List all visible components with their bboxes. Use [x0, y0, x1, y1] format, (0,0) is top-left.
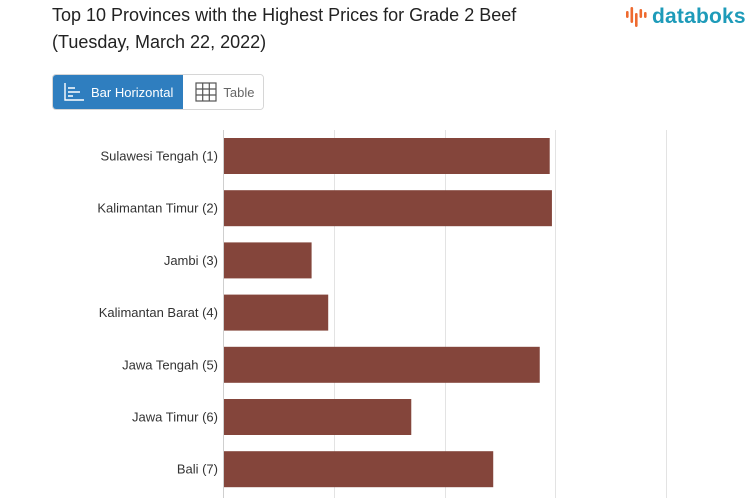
- bar-2[interactable]: [224, 190, 552, 227]
- category-label-1: Sulawesi Tengah (1): [100, 149, 218, 164]
- bar-horizontal-icon: [64, 83, 84, 101]
- bar-6[interactable]: [224, 399, 412, 435]
- table-icon: [195, 82, 217, 102]
- logo-text: databoks: [652, 5, 746, 28]
- databoks-logo-icon: [626, 7, 647, 27]
- category-label-2: Kalimantan Timur (2): [97, 201, 218, 216]
- chart-title-line-1: Top 10 Provinces with the Highest Prices…: [52, 5, 517, 25]
- table-button[interactable]: Table: [183, 75, 264, 109]
- bar-4[interactable]: [224, 294, 329, 331]
- bar-horizontal-button[interactable]: Bar Horizontal: [53, 75, 184, 109]
- bar-7[interactable]: [224, 451, 494, 488]
- databoks-logo[interactable]: databoks: [625, 4, 746, 30]
- bars: [224, 138, 552, 488]
- table-label: Table: [223, 84, 255, 100]
- category-label-4: Kalimantan Barat (4): [99, 305, 218, 320]
- chart-title: Top 10 Provinces with the Highest Prices…: [52, 2, 612, 56]
- category-label-7: Bali (7): [177, 462, 218, 477]
- category-label-3: Jambi (3): [164, 253, 218, 268]
- bar-5[interactable]: [224, 346, 540, 383]
- bar-1[interactable]: [224, 138, 550, 174]
- category-label-5: Jawa Tengah (5): [122, 357, 218, 372]
- category-labels: Sulawesi Tengah (1) Kalimantan Timur (2) J…: [97, 149, 218, 477]
- category-label-6: Jawa Timur (6): [132, 410, 218, 425]
- bar-horizontal-label: Bar Horizontal: [91, 84, 174, 100]
- view-toggle: Bar Horizontal Table: [52, 74, 265, 110]
- bar-3[interactable]: [224, 242, 312, 279]
- chart-title-line-2: (Tuesday, March 22, 2022): [52, 32, 267, 52]
